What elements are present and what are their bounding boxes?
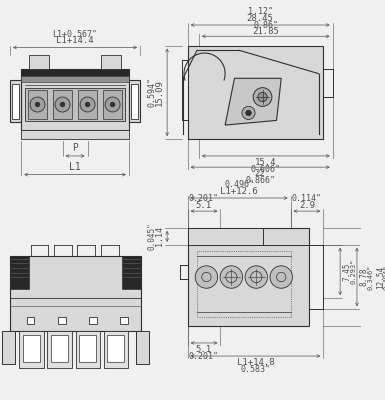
Bar — [136, 331, 149, 364]
Bar — [75, 331, 100, 368]
Text: 2.9: 2.9 — [299, 201, 315, 210]
Text: 1.14: 1.14 — [155, 226, 164, 246]
Text: 0.594": 0.594" — [148, 77, 157, 107]
Bar — [21, 69, 129, 76]
Circle shape — [85, 102, 90, 107]
Text: 0.866": 0.866" — [245, 176, 275, 185]
Bar — [188, 228, 263, 245]
Text: L1: L1 — [69, 162, 81, 172]
Text: 0.293": 0.293" — [350, 259, 356, 284]
Bar — [10, 256, 141, 331]
Bar — [12, 84, 19, 118]
Bar — [104, 331, 128, 368]
Text: P: P — [72, 144, 78, 154]
Circle shape — [270, 266, 293, 288]
Bar — [21, 76, 129, 82]
Bar — [21, 130, 129, 139]
Text: 0.201": 0.201" — [189, 352, 219, 360]
Text: 0.114": 0.114" — [292, 194, 322, 204]
Text: 5.1: 5.1 — [196, 201, 212, 210]
Bar — [10, 256, 29, 289]
Bar — [188, 228, 309, 326]
Circle shape — [242, 106, 255, 120]
Text: 15.4: 15.4 — [255, 158, 276, 167]
Text: 15.09: 15.09 — [155, 79, 164, 106]
Bar — [19, 331, 44, 368]
Bar — [47, 331, 72, 368]
Bar — [78, 90, 97, 118]
Bar — [21, 69, 129, 130]
Bar — [129, 80, 140, 122]
Bar — [2, 331, 15, 364]
Circle shape — [60, 102, 65, 107]
Circle shape — [246, 110, 251, 116]
Circle shape — [105, 97, 120, 112]
Text: 21.85: 21.85 — [252, 27, 279, 36]
Bar — [188, 46, 323, 139]
Bar — [10, 80, 21, 122]
Circle shape — [110, 102, 115, 107]
Bar — [27, 317, 34, 324]
Circle shape — [80, 97, 95, 112]
Text: 0.045": 0.045" — [148, 222, 157, 250]
Bar — [53, 90, 72, 118]
Bar — [131, 84, 138, 118]
Bar — [28, 90, 47, 118]
Text: 0.496": 0.496" — [224, 180, 254, 190]
Text: 1.12": 1.12" — [248, 8, 273, 16]
Bar — [101, 55, 121, 69]
Bar — [79, 336, 96, 362]
Circle shape — [195, 266, 218, 288]
Text: 22: 22 — [255, 169, 266, 178]
Bar — [197, 251, 291, 317]
Bar — [121, 317, 128, 324]
Circle shape — [258, 92, 267, 102]
Bar — [89, 317, 97, 324]
Text: 0.494": 0.494" — [384, 264, 385, 290]
Text: 0.346": 0.346" — [367, 264, 373, 290]
Text: 0.86": 0.86" — [253, 20, 278, 30]
Circle shape — [253, 88, 272, 106]
Bar — [25, 88, 125, 121]
Bar — [58, 317, 65, 324]
Bar — [103, 90, 122, 118]
Circle shape — [245, 266, 268, 288]
Text: L1+14.4: L1+14.4 — [56, 36, 94, 46]
Text: 12.54: 12.54 — [376, 266, 385, 288]
Text: 7.45: 7.45 — [342, 262, 351, 281]
Text: 8.78: 8.78 — [359, 268, 368, 286]
Polygon shape — [225, 78, 281, 125]
Bar — [107, 336, 124, 362]
Text: L1+12.6: L1+12.6 — [220, 187, 258, 196]
Text: 0.606": 0.606" — [251, 164, 281, 174]
Circle shape — [35, 102, 40, 107]
Bar — [122, 256, 141, 289]
Text: L1+0.567": L1+0.567" — [52, 30, 97, 39]
Bar — [51, 336, 68, 362]
Bar — [23, 336, 40, 362]
Text: L1+14.8: L1+14.8 — [237, 358, 275, 367]
Circle shape — [30, 97, 45, 112]
Text: 0.201": 0.201" — [189, 194, 219, 204]
Circle shape — [55, 97, 70, 112]
Text: 0.583": 0.583" — [241, 365, 271, 374]
Circle shape — [220, 266, 243, 288]
Text: 5.1: 5.1 — [196, 345, 212, 354]
Bar — [29, 55, 49, 69]
Text: 28.45: 28.45 — [247, 14, 274, 23]
